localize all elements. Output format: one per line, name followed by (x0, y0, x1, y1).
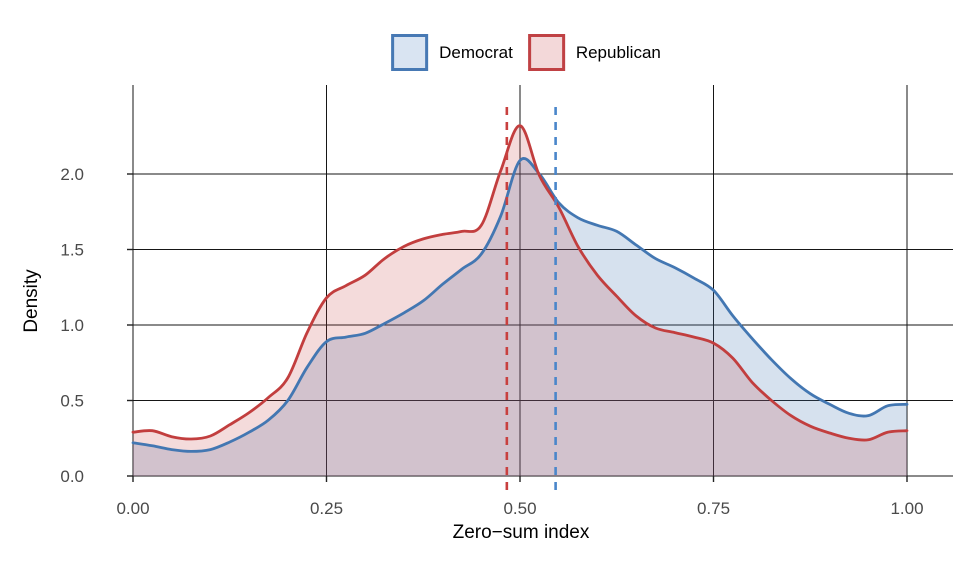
density-fill-republican (133, 125, 907, 477)
legend-label-democrat: Democrat (439, 43, 513, 62)
y-axis-title: Density (21, 269, 42, 333)
legend-label-republican: Republican (575, 43, 661, 62)
legend-key-democrat (391, 34, 429, 71)
density-curve-democrat (131, 157, 909, 453)
legend-item-republican: Republican (527, 34, 661, 71)
y-tick-label: 2.0 (60, 165, 84, 184)
legend-key-republican (527, 34, 565, 71)
x-tick-label: 0.00 (116, 499, 149, 518)
x-tick-label: 0.50 (503, 499, 536, 518)
y-tick-label: 0.0 (60, 467, 84, 486)
x-tick-label: 0.75 (697, 499, 730, 518)
x-axis-title: Zero−sum index (452, 522, 590, 543)
density-curve-republican (131, 124, 909, 442)
x-tick-label: 0.25 (310, 499, 343, 518)
y-tick-label: 1.5 (60, 241, 84, 260)
legend: Democrat Republican (391, 34, 661, 71)
x-tick-label: 1.00 (890, 499, 923, 518)
y-tick-label: 0.5 (60, 392, 84, 411)
density-fill-democrat (133, 158, 907, 477)
legend-item-democrat: Democrat (391, 34, 513, 71)
y-tick-label: 1.0 (60, 316, 84, 335)
